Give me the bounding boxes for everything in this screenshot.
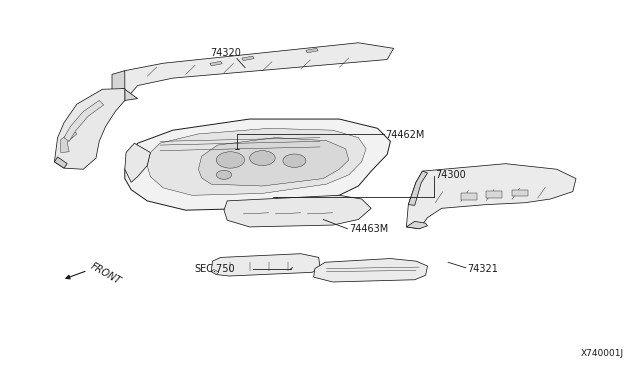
- Polygon shape: [125, 119, 390, 210]
- Polygon shape: [224, 195, 371, 227]
- Text: 74300: 74300: [435, 170, 466, 180]
- Polygon shape: [198, 138, 349, 186]
- Circle shape: [283, 154, 306, 167]
- FancyBboxPatch shape: [486, 191, 502, 198]
- Polygon shape: [112, 71, 125, 91]
- Polygon shape: [408, 171, 428, 205]
- Polygon shape: [102, 89, 125, 116]
- Bar: [306, 48, 318, 53]
- Polygon shape: [406, 164, 576, 229]
- Polygon shape: [211, 269, 219, 275]
- Bar: [242, 56, 254, 61]
- Polygon shape: [406, 221, 428, 229]
- Polygon shape: [314, 259, 428, 282]
- Text: 74463M: 74463M: [349, 224, 388, 234]
- Polygon shape: [112, 43, 394, 100]
- Polygon shape: [64, 100, 104, 141]
- Circle shape: [216, 170, 232, 179]
- Polygon shape: [61, 130, 77, 153]
- Circle shape: [250, 151, 275, 166]
- Circle shape: [216, 152, 244, 168]
- Polygon shape: [112, 89, 138, 100]
- Text: SEC.750: SEC.750: [194, 264, 234, 273]
- FancyBboxPatch shape: [512, 190, 528, 196]
- Text: FRONT: FRONT: [88, 262, 122, 287]
- Polygon shape: [54, 157, 67, 168]
- Polygon shape: [211, 254, 320, 276]
- Text: 74462M: 74462M: [385, 130, 425, 140]
- Polygon shape: [54, 89, 125, 169]
- Text: 74320: 74320: [210, 48, 241, 58]
- Polygon shape: [147, 128, 366, 195]
- Bar: [210, 61, 222, 66]
- Polygon shape: [125, 143, 150, 182]
- Text: 74321: 74321: [467, 264, 498, 273]
- FancyBboxPatch shape: [461, 193, 477, 200]
- Text: X740001J: X740001J: [581, 349, 624, 358]
